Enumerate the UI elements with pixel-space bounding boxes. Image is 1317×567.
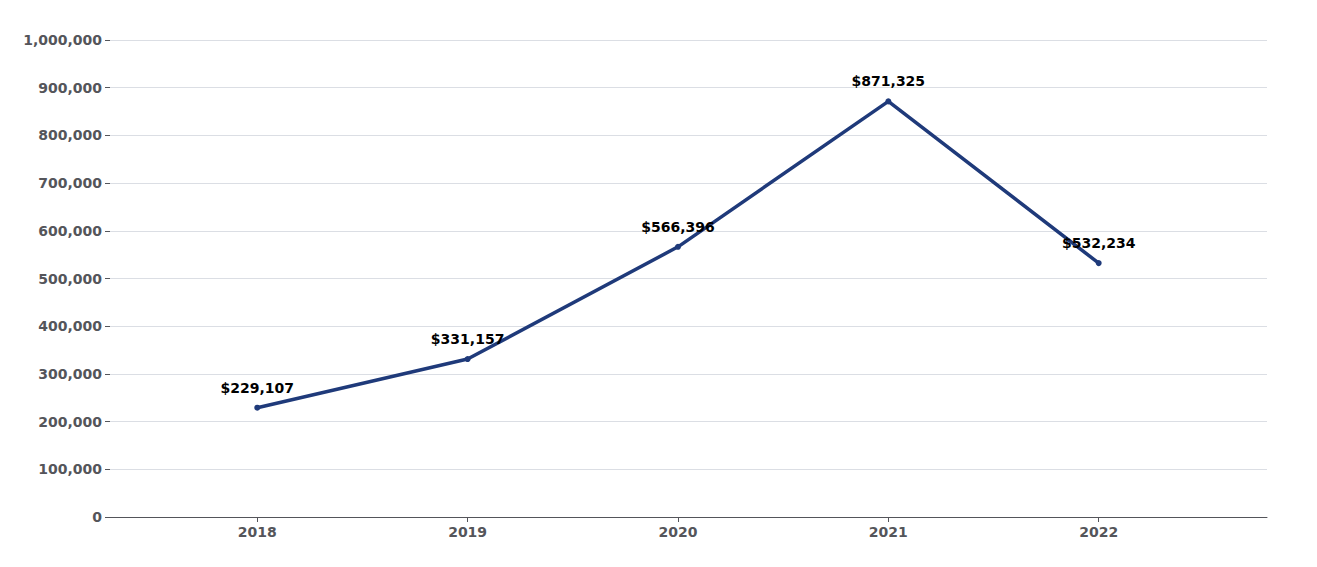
svg-text:$566,396: $566,396 <box>641 219 715 235</box>
svg-text:200,000: 200,000 <box>38 414 102 430</box>
svg-text:2018: 2018 <box>238 524 277 540</box>
svg-text:900,000: 900,000 <box>38 80 102 96</box>
svg-text:0: 0 <box>92 509 102 525</box>
svg-text:2022: 2022 <box>1079 524 1118 540</box>
svg-text:500,000: 500,000 <box>38 271 102 287</box>
svg-text:700,000: 700,000 <box>38 175 102 191</box>
svg-text:$229,107: $229,107 <box>220 380 294 396</box>
svg-text:$871,325: $871,325 <box>852 73 926 89</box>
svg-text:$331,157: $331,157 <box>431 331 505 347</box>
svg-text:100,000: 100,000 <box>38 461 102 477</box>
svg-text:300,000: 300,000 <box>38 366 102 382</box>
svg-text:$532,234: $532,234 <box>1062 235 1136 251</box>
svg-text:800,000: 800,000 <box>38 127 102 143</box>
svg-text:2020: 2020 <box>658 524 697 540</box>
svg-text:2021: 2021 <box>869 524 908 540</box>
svg-text:1,000,000: 1,000,000 <box>23 32 102 48</box>
svg-text:600,000: 600,000 <box>38 223 102 239</box>
svg-text:400,000: 400,000 <box>38 318 102 334</box>
svg-text:2019: 2019 <box>448 524 487 540</box>
